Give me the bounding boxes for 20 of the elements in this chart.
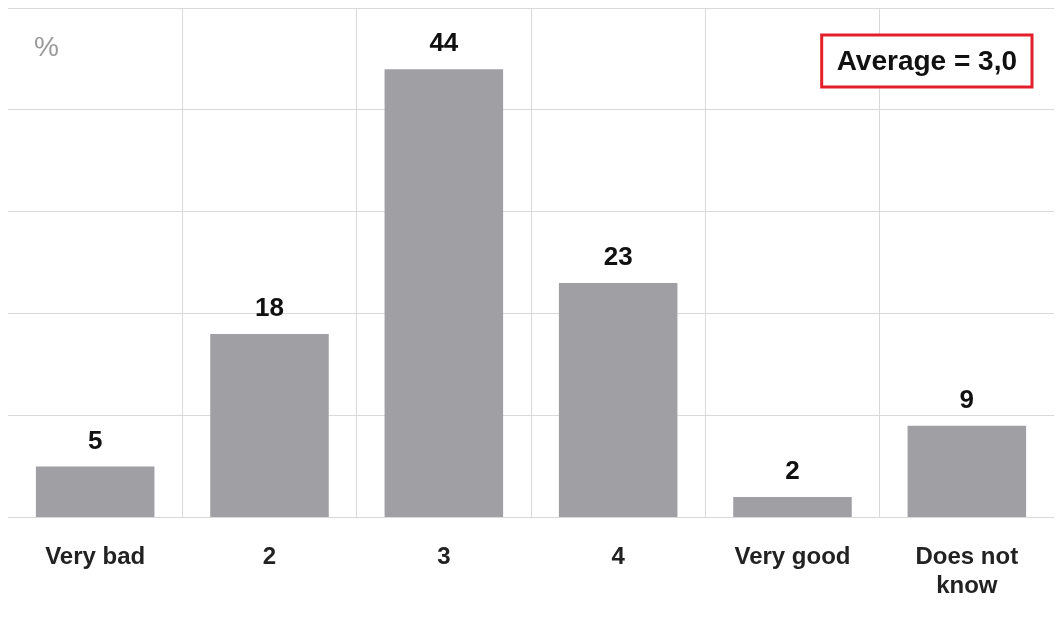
data-label: 44 [429, 27, 459, 58]
data-label: 23 [603, 241, 633, 272]
x-tick-label: 3 [437, 542, 451, 570]
bar [907, 425, 1027, 517]
bar [210, 334, 329, 517]
x-tick-label: 4 [611, 542, 626, 570]
bar [384, 69, 504, 517]
bar [35, 466, 155, 517]
bar [733, 497, 852, 517]
data-label: 9 [959, 383, 975, 414]
data-label: 18 [255, 292, 284, 323]
x-tick-label: 2 [262, 542, 277, 570]
bar [558, 283, 678, 517]
x-tick-label: Does not know [915, 542, 1019, 599]
y-axis-title: % [34, 30, 59, 62]
x-tick-label: Very good [734, 542, 851, 570]
data-label: 2 [785, 455, 800, 486]
data-label: 5 [87, 424, 103, 455]
annotation: Average = 3,0 [836, 44, 1017, 76]
x-tick-label: Very bad [45, 542, 146, 570]
